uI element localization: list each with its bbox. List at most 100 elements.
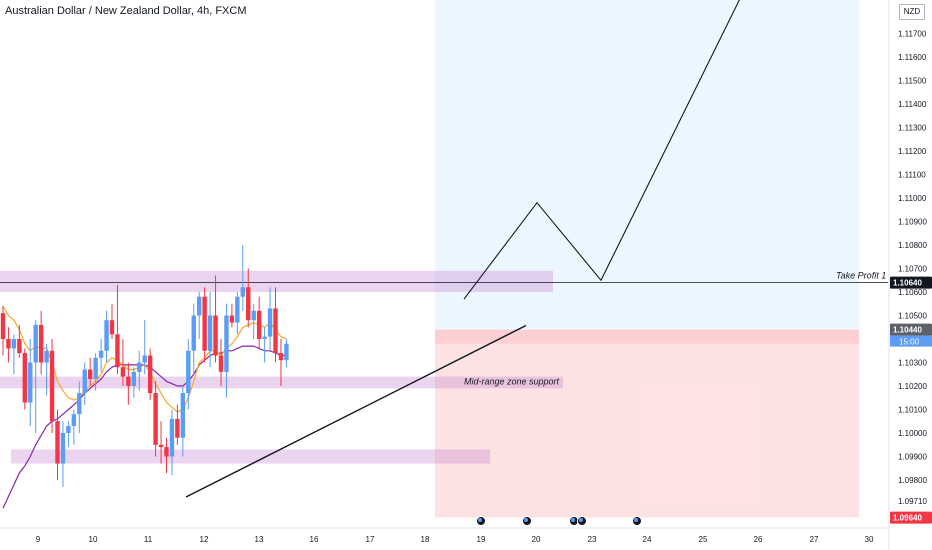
candle-body [131,371,136,386]
candle-body [44,350,49,363]
price-tick-label: 1.09710 [898,497,927,506]
zone-low [11,449,490,464]
candle-body [93,357,98,379]
candle-body [191,315,196,351]
time-tick-label: 18 [421,535,430,544]
candle-body [267,308,273,337]
candle-body [60,433,66,464]
candle-body [197,296,202,316]
candle-body [82,369,87,394]
candle-body [186,350,191,394]
candle-body [224,315,229,372]
candle-body [207,315,213,351]
candle-body [71,414,77,426]
stop-price-tag-bg [890,511,932,524]
candle-body [153,393,158,445]
take-profit-price-tag: 1.10640 [893,279,922,288]
candle-body [180,393,186,438]
countdown-bg [890,335,932,347]
flag-icon [478,518,482,522]
candle-body [88,369,93,379]
candle-body [218,355,224,372]
price-tick-label: 1.09800 [898,476,927,485]
candle-body [158,444,164,448]
stop-price-tag: 1.09640 [893,514,922,523]
price-tick-label: 1.11500 [898,77,927,86]
candle-body [77,393,82,415]
current-price-tag: 1.10440 [893,326,922,335]
candle-body [235,296,240,323]
candle-body [38,324,44,363]
price-tick-label: 1.11100 [898,171,926,180]
candle-body [115,334,120,368]
time-tick-label: 24 [643,535,652,544]
countdown-label: 15:00 [899,338,920,347]
mid-range-zone-label: Mid-range zone support [464,377,560,387]
candle-body [169,418,175,457]
candle-body [284,343,289,361]
candle-body [251,310,256,321]
projection-path [463,0,740,300]
candle-body [229,315,235,323]
current-price-tag-bg [890,323,932,336]
candle-body [175,418,180,438]
price-tick-label: 1.10900 [898,218,927,227]
candle-body [240,287,245,297]
candle-body [11,339,17,349]
price-tick-label: 1.10500 [898,312,927,321]
price-tick-label: 1.11700 [898,30,927,39]
time-tick-label: 16 [310,535,319,544]
take-profit-price-tag-bg [890,276,932,289]
time-tick-label: 26 [754,535,763,544]
price-tick-label: 1.11600 [898,53,927,62]
candle-body [98,350,104,358]
candle-body [256,310,262,339]
price-tick-label: 1.10700 [898,265,927,274]
candle-body [28,362,33,403]
candle-body [104,320,109,351]
time-tick-label: 25 [699,535,708,544]
candle-body [49,350,55,422]
candle-body [278,353,284,361]
price-tick-label: 1.10000 [898,429,927,438]
price-tick-label: 1.11200 [898,147,927,156]
time-tick-label: 27 [810,535,819,544]
time-tick-label: 19 [477,535,486,544]
candle-body [142,355,147,363]
price-tick-label: 1.10100 [898,406,927,415]
candle-body [126,376,131,386]
candle-body [17,339,22,354]
flag-icon [571,518,575,522]
candle-body [6,339,11,349]
entry-band [435,329,859,344]
price-tick-label: 1.11400 [898,100,927,109]
time-tick-label: 12 [200,535,209,544]
price-tick-label: 1.10600 [898,288,927,297]
candle-body [137,362,142,372]
trendline [185,324,527,498]
price-tick-label: 1.10800 [898,241,927,250]
candle-body [120,367,126,377]
flag-icon [524,518,528,522]
candle-body [22,353,27,403]
time-tick-label: 30 [865,535,874,544]
target-area [435,0,859,330]
candle-body [55,421,60,464]
candle-body [164,447,169,457]
time-tick-label: 10 [89,535,98,544]
price-tick-label: 1.10200 [898,382,927,391]
time-tick-label: 13 [255,535,264,544]
candle-body [262,336,267,339]
candle-body [66,425,71,433]
candle-body [273,308,278,354]
time-tick-label: 17 [366,535,375,544]
take-profit-label: Take Profit 1 [836,271,886,281]
candle-body [33,324,38,363]
currency-selector[interactable]: NZD [899,4,925,20]
candle-body [202,296,207,351]
time-tick-label: 11 [144,535,153,544]
candle-body [147,355,153,394]
price-tick-label: 1.11300 [898,124,927,133]
